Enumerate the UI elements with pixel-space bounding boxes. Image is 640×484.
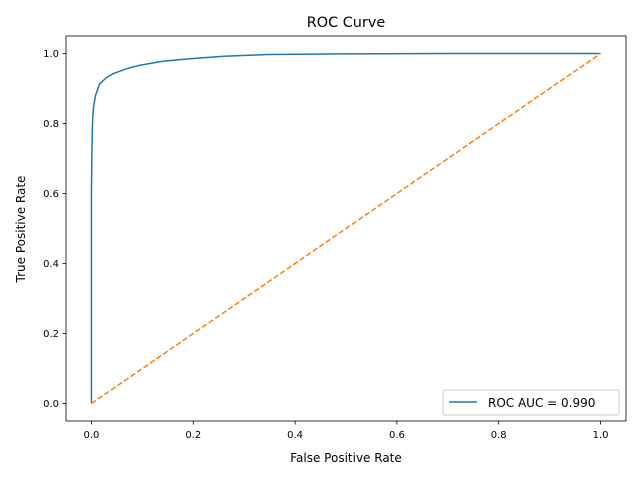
y-tick-label: 1.0 bbox=[43, 49, 59, 60]
y-tick-label: 0.4 bbox=[43, 259, 59, 270]
plot-area bbox=[90, 52, 601, 405]
legend-box bbox=[442, 389, 620, 416]
y-tick-label: 0.6 bbox=[43, 189, 59, 200]
legend: ROC AUC = 0.990 bbox=[442, 389, 620, 416]
series-line-diagonal bbox=[91, 52, 601, 405]
y-tick-label: 0.0 bbox=[43, 399, 59, 410]
chart-title: ROC Curve bbox=[307, 15, 386, 31]
y-tick-label: 0.2 bbox=[43, 329, 59, 340]
y-axis-ticks: 0.0 0.2 0.4 0.6 0.8 1.0 bbox=[43, 49, 66, 410]
x-axis-label: False Positive Rate bbox=[290, 451, 402, 465]
x-tick-label: 0.2 bbox=[185, 430, 201, 441]
series-line-roc bbox=[90, 52, 601, 404]
axes-frame bbox=[65, 35, 627, 422]
x-tick-label: 1.0 bbox=[593, 430, 609, 441]
x-tick-label: 0.0 bbox=[84, 430, 100, 441]
x-tick-label: 0.4 bbox=[287, 430, 303, 441]
x-tick-label: 0.6 bbox=[389, 430, 405, 441]
y-tick-label: 0.8 bbox=[43, 119, 59, 130]
x-tick-label: 0.8 bbox=[491, 430, 507, 441]
legend-label-roc: ROC AUC = 0.990 bbox=[488, 396, 595, 410]
x-axis-ticks: 0.0 0.2 0.4 0.6 0.8 1.0 bbox=[84, 421, 609, 441]
y-axis-label: True Positive Rate bbox=[14, 176, 28, 284]
